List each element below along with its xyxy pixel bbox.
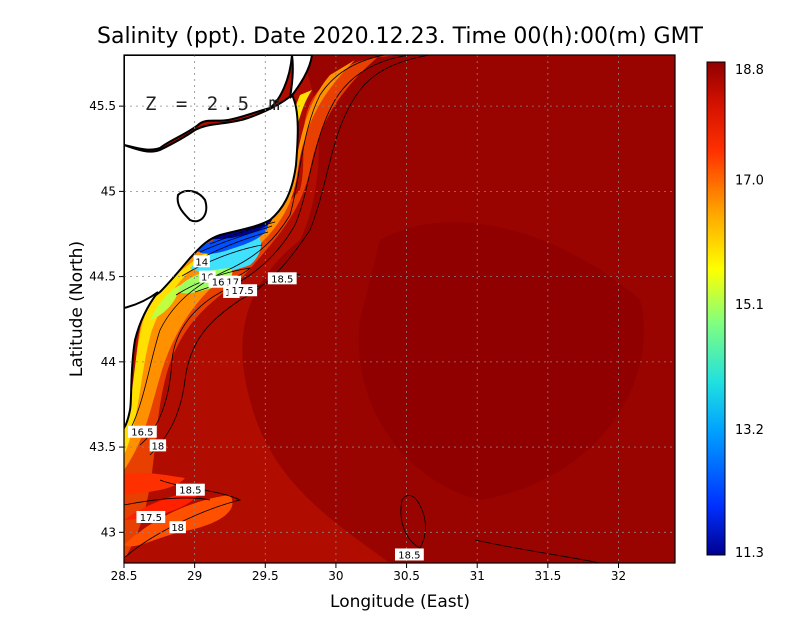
contour-label-text: 16 [201,273,214,284]
chart-title: Salinity (ppt). Date 2020.12.23. Time 00… [97,24,704,49]
contour-label-text: 18 [171,523,184,534]
contour-label-text: 18.5 [398,550,420,561]
contour-label-text: 14 [195,257,208,268]
x-tick-label: 29 [187,569,202,583]
contour-label: 17.5 [136,510,166,524]
colorbar-tick-label: 18.8 [735,63,764,78]
contour-label-bg [136,510,166,523]
x-tick-label: 28.5 [111,569,138,583]
contour-label: 18.5 [267,272,297,285]
contour-label-text: 17 [226,278,239,289]
contour-label-bg [267,272,297,285]
contour-label-bg [169,521,186,534]
x-tick-label: 31.5 [534,569,561,583]
y-tick-label: 43 [101,525,116,539]
y-tick-label: 44 [101,355,116,369]
colorbar-tick-label: 17.0 [735,173,764,188]
contour-label-bg [228,284,258,297]
contour-label-text: 18.5 [179,486,201,497]
contour-label-text: 18.5 [271,274,293,285]
contour-label-text: 18 [152,441,165,452]
contour-label-text: 16.5 [131,428,153,439]
y-axis-label: Latitude (North) [67,241,87,377]
colorbar-ticks: 18.8 17.0 15.1 13.2 11.3 [735,63,764,561]
contour-label: 16.5 [127,425,157,439]
colorbar-tick-label: 13.2 [735,423,764,438]
y-tick-label: 43.5 [89,440,116,454]
contour-label: 18 [169,521,186,534]
x-tick-label: 30.5 [393,569,420,583]
x-tick-label: 31 [470,569,485,583]
contour-label: 18 [149,439,167,452]
x-tick-label: 30 [328,569,343,583]
depth-label: Z = 2.5 m [145,93,284,115]
x-axis-label: Longitude (East) [330,592,470,612]
colorbar [706,61,726,556]
contour-label-bg [127,425,157,438]
contour-label: 18.5 [176,483,205,497]
contour-label: 18.5 [394,548,424,561]
contour-label-bg [193,255,210,268]
x-axis: 28.5 29 29.5 30 30.5 31 31.5 32 [111,563,626,583]
contour-label-bg [149,439,167,452]
salinity-field [124,55,675,563]
x-tick-label: 32 [611,569,626,583]
x-tick-label: 29.5 [252,569,279,583]
colorbar-tick-label: 15.1 [735,298,764,313]
contour-label-text: 17.5 [232,286,254,297]
y-tick-label: 45 [101,184,116,198]
plot-frame [123,54,676,564]
contour-label-bg [394,548,424,561]
contour-label-text: 17.5 [140,513,162,524]
contour-label-text: 16.5 [212,278,234,289]
land [124,55,314,430]
y-tick-label: 44.5 [89,270,116,284]
colorbar-tick-label: 11.3 [735,546,764,561]
contour-label-bg [176,483,205,496]
y-tick-label: 45.5 [89,99,116,113]
contour-label: 14 [193,255,210,268]
y-axis: 43 43.5 44 44.5 45 45.5 [89,99,124,539]
contour-label: 17.5 [228,284,258,297]
